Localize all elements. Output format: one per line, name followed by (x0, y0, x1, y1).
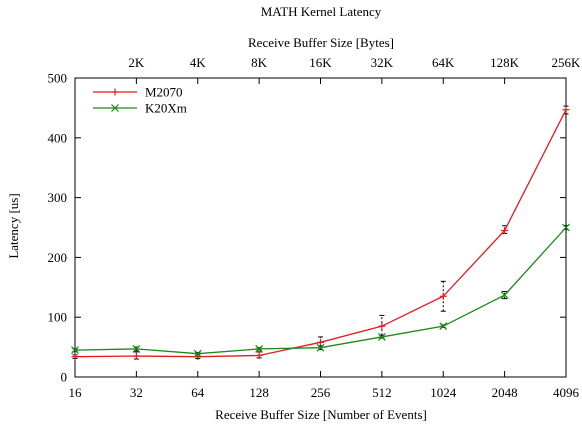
data-point-marker-d2 (255, 344, 264, 353)
data-point (255, 351, 263, 359)
data-point-marker-d2 (193, 349, 202, 358)
data-point (377, 333, 386, 341)
data-point-marker-d2 (71, 346, 79, 355)
data-point-marker-d2 (316, 343, 325, 352)
x-tick-label: 128 (249, 385, 269, 400)
legend-marker (111, 104, 119, 112)
legend-label: K20Xm (145, 101, 187, 116)
x-tick-label: 2048 (492, 385, 518, 400)
data-point (132, 352, 140, 360)
data-point-marker-d2 (439, 322, 448, 331)
legend-marker-d2 (111, 104, 119, 112)
axis-ticks: 16 32 64 128 256 512 1024 2048 4096 2K 4K 8K 16K 32K 6… (48, 55, 582, 400)
data-point (71, 353, 79, 361)
x-tick-label: 4096 (553, 385, 580, 400)
series-line (74, 109, 567, 358)
top-tick-label: 256K (552, 55, 582, 70)
y-tick-label: 0 (61, 370, 68, 385)
data-point (562, 223, 570, 232)
y-axis-title: Latency [us] (6, 193, 21, 258)
legend-marker (111, 88, 119, 96)
top-tick-label: 8K (251, 55, 268, 70)
y-tick-label: 400 (48, 130, 68, 145)
data-point (500, 291, 509, 299)
top-tick-label: 2K (128, 55, 145, 70)
x-tick-label: 512 (372, 385, 392, 400)
data-point-marker-d2 (377, 333, 386, 341)
plot-frame (74, 77, 567, 378)
data-point (439, 322, 448, 331)
series-k20xm (71, 223, 570, 358)
top-axis-title: Receive Buffer Size [Bytes] (248, 35, 394, 50)
series-line (74, 227, 567, 355)
x-tick-label: 256 (311, 385, 331, 400)
x-tick-label: 32 (130, 385, 143, 400)
y-tick-label: 100 (48, 310, 68, 325)
series-layer (71, 105, 570, 361)
data-point (193, 349, 202, 358)
x-tick-label: 1024 (430, 385, 457, 400)
data-point-marker-d2 (500, 291, 509, 299)
x-tick-label: 16 (69, 385, 83, 400)
data-point (71, 346, 79, 355)
top-tick-label: 64K (432, 55, 455, 70)
data-point (562, 106, 570, 114)
top-tick-label: 16K (309, 55, 332, 70)
series-m2070 (71, 105, 570, 361)
data-point (255, 344, 264, 353)
data-point (439, 292, 447, 300)
x-axis-title: Receive Buffer Size [Number of Events] (215, 407, 427, 422)
y-tick-label: 300 (48, 190, 68, 205)
data-point-marker-d2 (562, 223, 570, 232)
x-tick-label: 64 (191, 385, 205, 400)
data-point (316, 343, 325, 352)
top-tick-label: 32K (371, 55, 394, 70)
data-point (378, 322, 386, 330)
data-point (501, 226, 509, 234)
data-point (317, 338, 324, 346)
chart-title: MATH Kernel Latency (261, 4, 382, 19)
data-point-marker-d2 (132, 344, 141, 353)
y-tick-label: 200 (48, 250, 68, 265)
top-tick-label: 4K (190, 55, 207, 70)
top-tick-label: 128K (490, 55, 520, 70)
legend-label: M2070 (145, 85, 183, 100)
y-tick-label: 500 (48, 71, 68, 86)
data-point (132, 344, 141, 353)
